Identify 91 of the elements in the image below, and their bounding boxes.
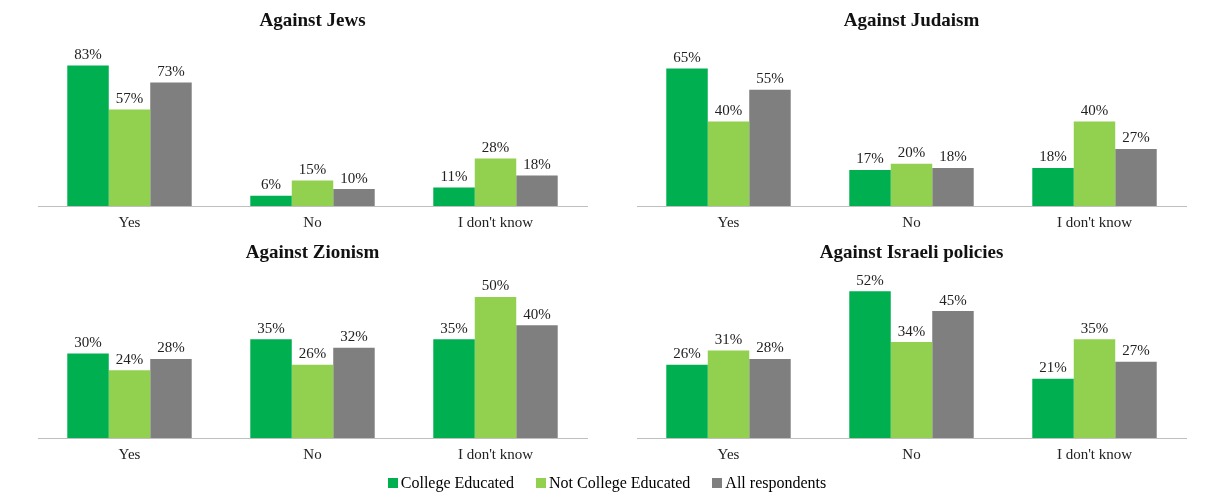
data-label: 57% bbox=[115, 89, 144, 106]
x-tick-label: Yes bbox=[118, 213, 141, 230]
data-label: 10% bbox=[340, 169, 368, 186]
data-label: 50% bbox=[481, 277, 510, 294]
data-label: 55% bbox=[756, 70, 784, 87]
data-label: 28% bbox=[157, 339, 185, 356]
chart-title: Against Judaism bbox=[843, 9, 980, 31]
x-tick-label: No bbox=[303, 445, 322, 462]
data-label: 30% bbox=[74, 333, 102, 350]
bar bbox=[474, 158, 517, 206]
bar bbox=[1073, 339, 1116, 438]
legend-label: College Educated bbox=[400, 474, 515, 492]
bar bbox=[890, 342, 933, 438]
data-label: 28% bbox=[756, 339, 784, 356]
data-label: 24% bbox=[115, 350, 144, 367]
data-label: 11% bbox=[440, 167, 468, 184]
data-label: 40% bbox=[523, 305, 551, 322]
bar bbox=[1115, 148, 1157, 206]
bar bbox=[516, 175, 558, 206]
data-label: 83% bbox=[74, 46, 102, 62]
data-label: 35% bbox=[440, 319, 468, 336]
data-label: 27% bbox=[1122, 342, 1150, 359]
data-label: 31% bbox=[714, 331, 743, 348]
data-label: 15% bbox=[298, 161, 327, 178]
data-label: 18% bbox=[523, 155, 551, 172]
bar bbox=[1115, 361, 1157, 438]
bar bbox=[932, 167, 974, 206]
data-label: 34% bbox=[897, 322, 926, 339]
x-tick-label: Yes bbox=[717, 445, 740, 462]
x-tick-label: I don't know bbox=[1056, 445, 1133, 462]
x-tick-label: Yes bbox=[717, 213, 740, 230]
data-label: 18% bbox=[1039, 148, 1067, 165]
bar bbox=[433, 187, 475, 206]
legend-label: Not College Educated bbox=[549, 474, 691, 492]
bar bbox=[749, 359, 791, 438]
data-label: 26% bbox=[298, 345, 327, 362]
data-label: 52% bbox=[856, 271, 884, 288]
bar bbox=[67, 65, 109, 206]
data-label: 20% bbox=[897, 144, 926, 161]
bar bbox=[890, 163, 933, 206]
data-label: 27% bbox=[1122, 129, 1150, 146]
chart-title: Against Israeli policies bbox=[819, 241, 1004, 263]
bar bbox=[433, 339, 475, 438]
bar bbox=[666, 68, 708, 206]
x-tick-label: I don't know bbox=[1056, 213, 1133, 230]
bar bbox=[707, 350, 750, 438]
data-label: 65% bbox=[673, 48, 701, 65]
bar bbox=[333, 347, 375, 438]
chart-title: Against Jews bbox=[259, 9, 366, 31]
bar bbox=[707, 121, 750, 206]
data-label: 40% bbox=[714, 101, 743, 118]
x-tick-label: I don't know bbox=[457, 213, 534, 230]
data-label: 45% bbox=[939, 291, 967, 308]
bar bbox=[67, 353, 109, 438]
x-tick-label: Yes bbox=[118, 445, 141, 462]
x-tick-label: No bbox=[303, 213, 322, 230]
bar bbox=[333, 189, 375, 206]
data-label: 35% bbox=[1080, 319, 1109, 336]
bar bbox=[150, 82, 192, 206]
bar bbox=[932, 311, 974, 438]
data-label: 32% bbox=[340, 328, 368, 345]
chart-title: Against Zionism bbox=[245, 241, 380, 263]
bar bbox=[516, 325, 558, 438]
data-label: 17% bbox=[856, 150, 884, 167]
data-label: 73% bbox=[157, 62, 185, 79]
bar bbox=[291, 180, 334, 206]
data-label: 6% bbox=[261, 176, 282, 193]
bar bbox=[474, 297, 517, 438]
bar bbox=[1032, 378, 1074, 438]
data-label: 18% bbox=[939, 148, 967, 165]
bar bbox=[108, 109, 151, 206]
x-tick-label: No bbox=[902, 445, 921, 462]
bar bbox=[1073, 121, 1116, 206]
legend-label: All respondents bbox=[725, 474, 827, 492]
bar bbox=[849, 170, 891, 206]
bar bbox=[749, 89, 791, 206]
x-tick-label: I don't know bbox=[457, 445, 534, 462]
x-tick-label: No bbox=[902, 213, 921, 230]
bar bbox=[250, 195, 292, 206]
data-label: 28% bbox=[481, 139, 510, 156]
bar bbox=[666, 364, 708, 438]
bar bbox=[291, 364, 334, 438]
bar bbox=[1032, 167, 1074, 206]
data-label: 40% bbox=[1080, 101, 1109, 118]
data-label: 26% bbox=[673, 345, 701, 362]
bar bbox=[108, 370, 151, 438]
bar bbox=[250, 339, 292, 438]
bar bbox=[150, 359, 192, 438]
data-label: 35% bbox=[257, 319, 285, 336]
data-label: 21% bbox=[1039, 359, 1067, 376]
bar bbox=[849, 291, 891, 438]
